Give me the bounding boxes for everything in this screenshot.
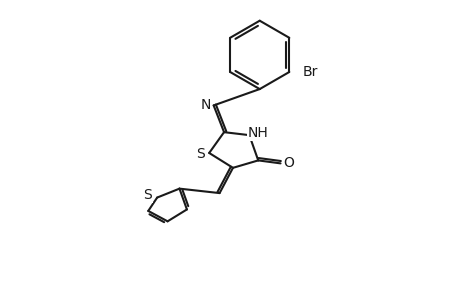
Text: S: S — [196, 148, 204, 161]
Text: Br: Br — [302, 65, 317, 79]
Text: O: O — [283, 156, 294, 170]
Text: S: S — [143, 188, 152, 202]
Text: N: N — [200, 98, 210, 112]
Text: NH: NH — [247, 126, 268, 140]
